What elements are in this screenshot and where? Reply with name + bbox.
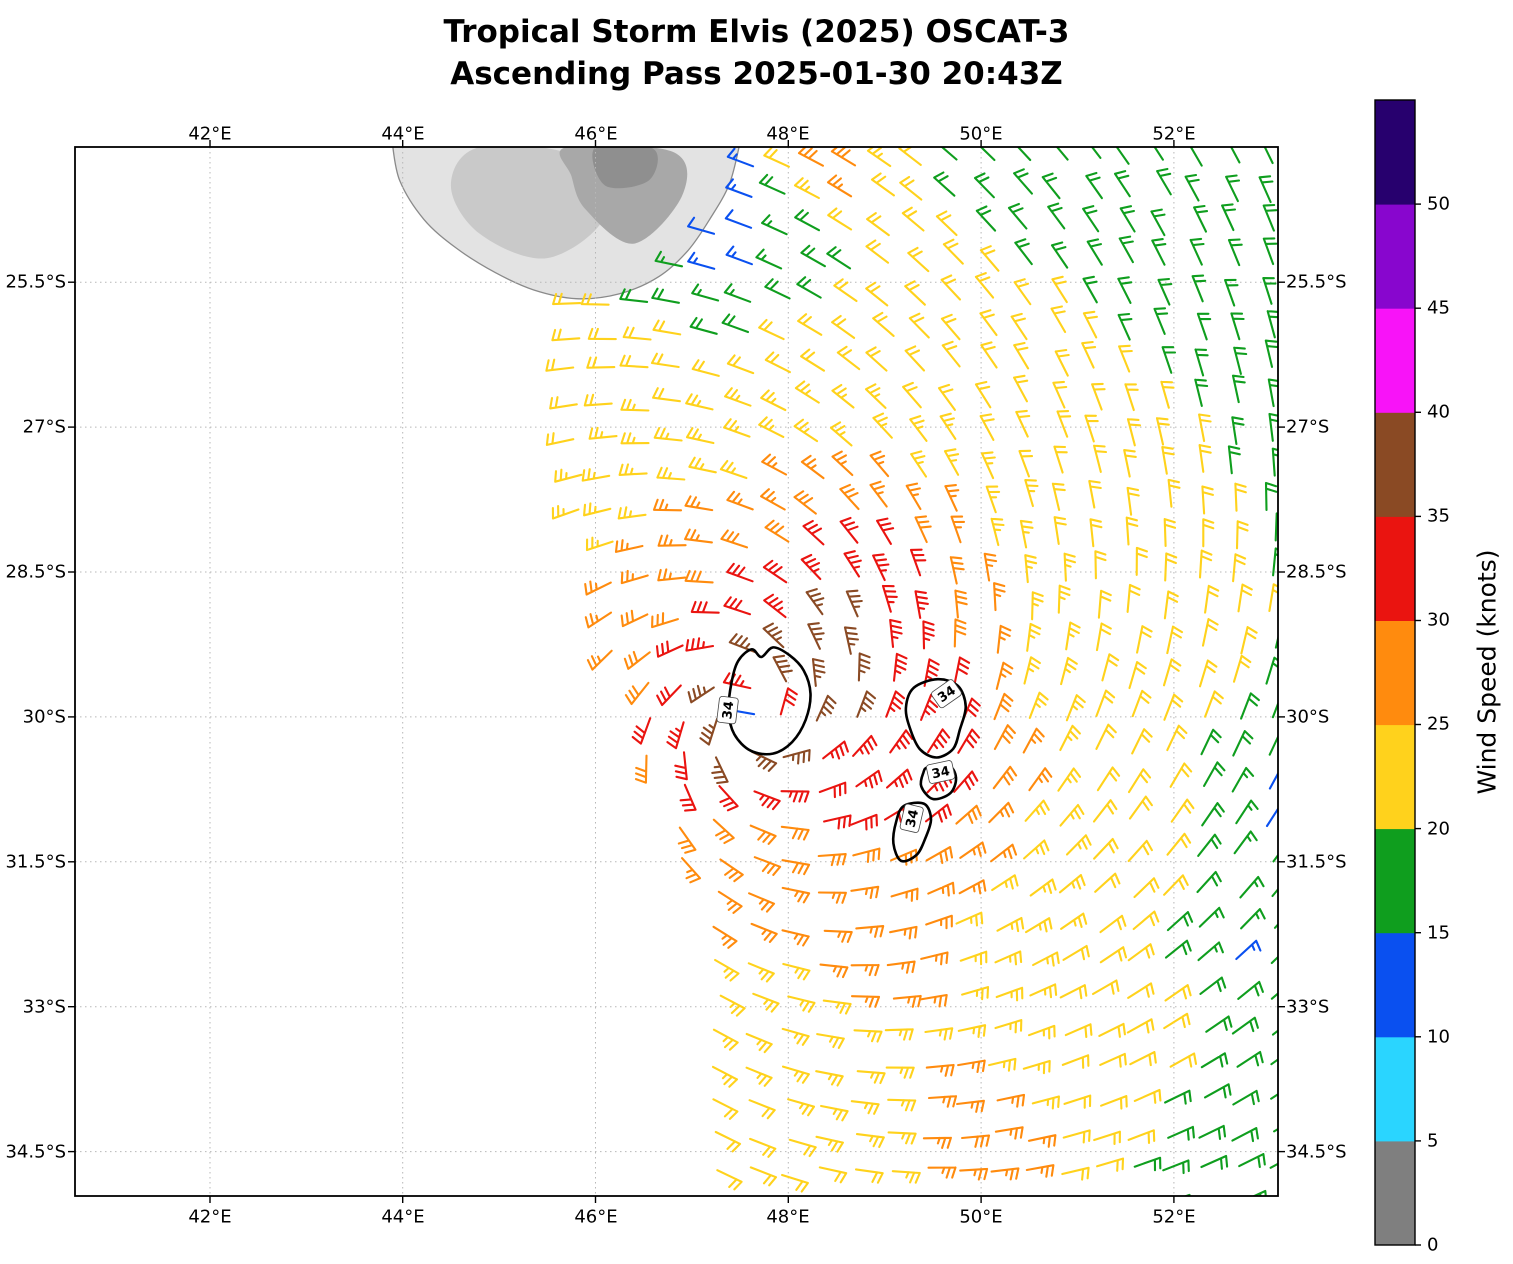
y-tick-label-right: 33°S <box>1286 996 1330 1018</box>
colorbar-tick-label: 0 <box>1427 1234 1439 1256</box>
contours-34kt: 34 34 34 34 <box>716 646 968 863</box>
y-tick-label-left: 28.5°S <box>5 561 66 583</box>
y-tick-label-left: 25.5°S <box>5 271 66 293</box>
y-tick-label-right: 31.5°S <box>1286 851 1347 873</box>
map-frame <box>74 146 1279 1197</box>
svg-text:34: 34 <box>904 808 923 829</box>
coastline <box>392 147 740 300</box>
svg-text:34: 34 <box>930 764 951 782</box>
map-plot-area: 34 34 34 34 <box>75 147 1278 1196</box>
y-tick-label-left: 34.5°S <box>5 1141 66 1163</box>
x-tick-label-bottom: 42°E <box>188 1206 232 1228</box>
svg-text:34: 34 <box>720 700 737 720</box>
x-tick-label-top: 42°E <box>188 123 232 145</box>
colorbar-axis-label: Wind Speed (knots) <box>1472 549 1502 795</box>
y-tick-label-right: 34.5°S <box>1286 1141 1347 1163</box>
colorbar-tick-label: 25 <box>1427 713 1450 735</box>
colorbar-tick-label: 30 <box>1427 609 1450 631</box>
y-tick-label-left: 31.5°S <box>5 851 66 873</box>
x-tick-label-bottom: 48°E <box>766 1206 810 1228</box>
colorbar-tick-label: 50 <box>1427 193 1450 215</box>
colorbar-tick-label: 5 <box>1427 1130 1439 1152</box>
chart-title-line2: Ascending Pass 2025-01-30 20:43Z <box>450 56 1063 92</box>
contour-label: 34 <box>931 679 962 709</box>
x-tick-label-bottom: 52°E <box>1152 1206 1196 1228</box>
colorbar-tick-label: 45 <box>1427 297 1450 319</box>
y-tick-label-right: 28.5°S <box>1286 561 1347 583</box>
x-tick-label-top: 48°E <box>766 123 810 145</box>
y-tick-label-right: 30°S <box>1286 706 1330 728</box>
x-tick-label-bottom: 50°E <box>959 1206 1003 1228</box>
colorbar-tick-label: 35 <box>1427 505 1450 527</box>
contour-label: 34 <box>716 695 739 725</box>
x-tick-label-bottom: 44°E <box>381 1206 425 1228</box>
colorbar-tick-label: 40 <box>1427 401 1450 423</box>
contour-label: 34 <box>926 760 956 784</box>
x-tick-label-top: 44°E <box>381 123 425 145</box>
chart-title-line1: Tropical Storm Elvis (2025) OSCAT-3 <box>443 14 1070 50</box>
x-tick-label-bottom: 46°E <box>574 1206 618 1228</box>
y-tick-label-right: 27°S <box>1286 416 1330 438</box>
x-tick-label-top: 52°E <box>1152 123 1196 145</box>
y-tick-label-right: 25.5°S <box>1286 271 1347 293</box>
y-tick-label-left: 33°S <box>22 996 66 1018</box>
x-tick-label-top: 46°E <box>574 123 618 145</box>
x-tick-label-top: 50°E <box>959 123 1003 145</box>
y-tick-label-left: 27°S <box>22 416 66 438</box>
colorbar-tick-label: 10 <box>1427 1026 1450 1048</box>
colorbar-tick-label: 15 <box>1427 922 1450 944</box>
colorbar <box>1374 99 1421 1246</box>
contour-label: 34 <box>899 803 924 833</box>
colorbar-tick-label: 20 <box>1427 818 1450 840</box>
wind-barbs <box>545 147 1278 1196</box>
y-tick-label-left: 30°S <box>22 706 66 728</box>
